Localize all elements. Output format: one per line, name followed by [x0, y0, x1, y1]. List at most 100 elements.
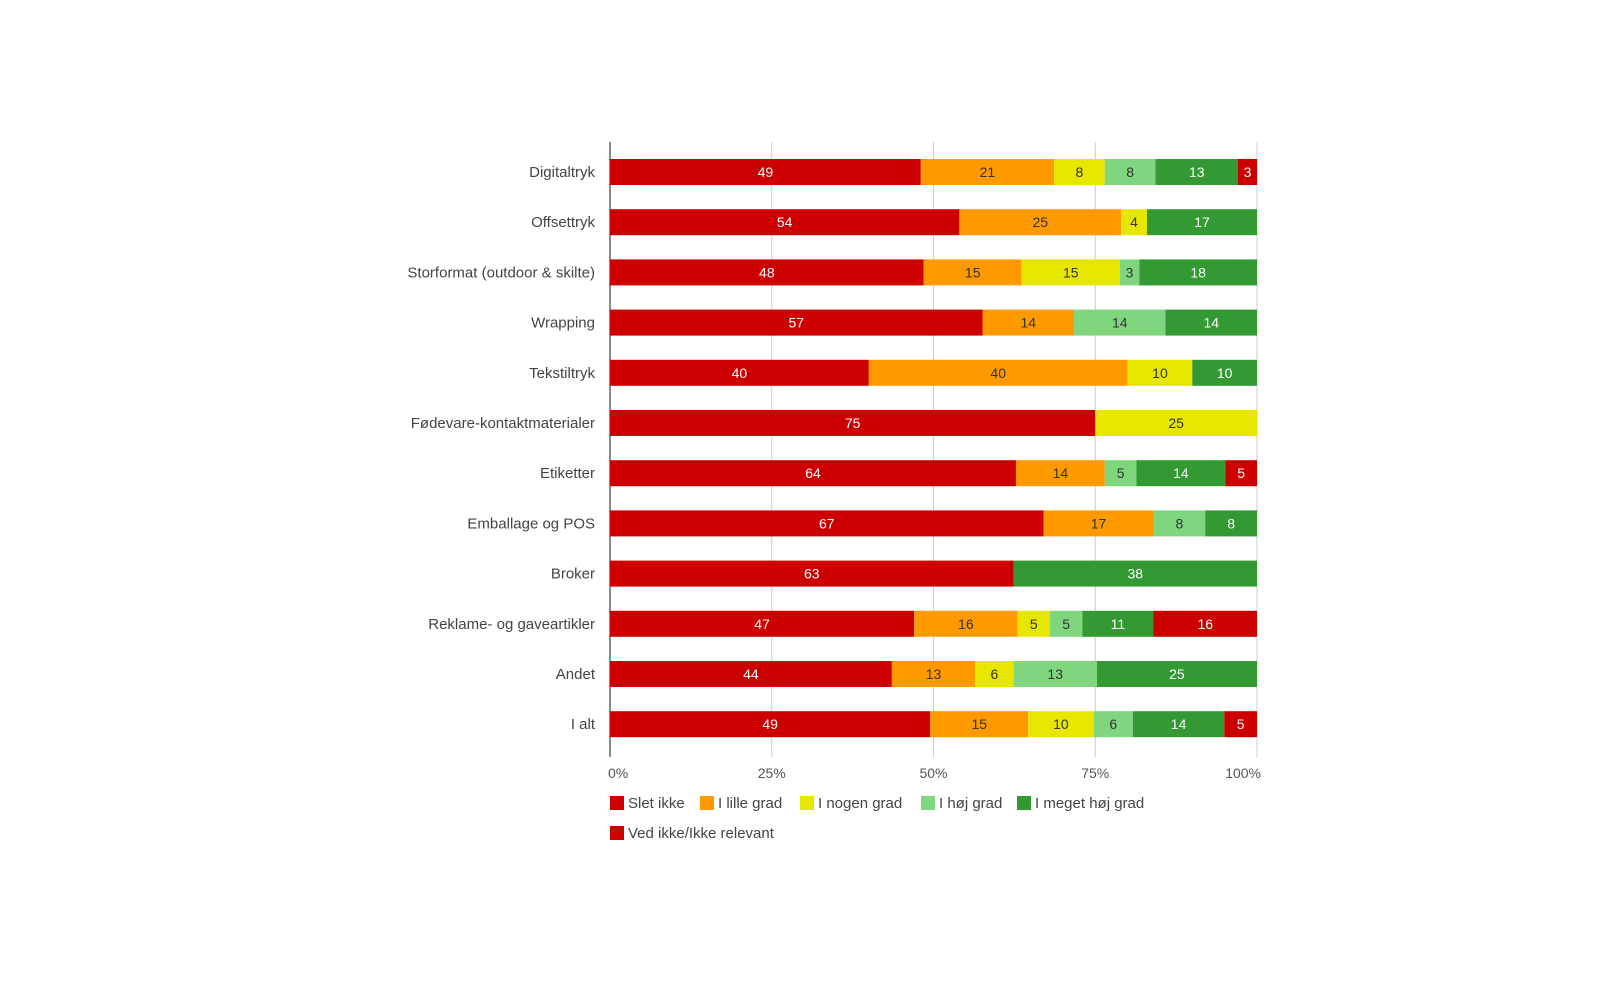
category-label: Etiketter [540, 465, 595, 482]
bar-segment-i-høj-grad [1013, 661, 1097, 687]
legend-label: I meget høj grad [1035, 795, 1144, 812]
data-label: 3 [1126, 264, 1134, 280]
bar-segment-ved-ikke-ikke-relevant [1237, 159, 1257, 185]
data-label: 40 [990, 365, 1006, 381]
data-label: 10 [1053, 716, 1069, 732]
bar-segment-slet-ikke [610, 209, 960, 236]
bar-segment-ved-ikke-ikke-relevant [1224, 711, 1257, 738]
data-label: 40 [732, 365, 748, 381]
data-label: 6 [1109, 716, 1117, 732]
data-label: 6 [990, 666, 998, 682]
bar-segment-i-lille-grad [930, 711, 1029, 738]
data-label: 13 [926, 666, 942, 682]
legend-swatch-i-nogen-grad [800, 796, 814, 810]
category-label: Wrapping [531, 315, 595, 332]
bar-segment-slet-ikke [610, 359, 869, 386]
category-labels: Digitaltryk Offsettryk Storformat (outdoor… [407, 164, 595, 733]
data-label: 3 [1244, 164, 1252, 180]
bar-segment-i-meget-høj-grad [1165, 309, 1257, 336]
bar-segment-i-nogen-grad [975, 661, 1014, 687]
bar-segment-i-høj-grad [1049, 610, 1083, 637]
data-label: 49 [762, 716, 778, 732]
bar-segment-slet-ikke [610, 560, 1014, 587]
data-label: 57 [788, 315, 804, 331]
data-label: 15 [971, 716, 987, 732]
data-label: 44 [743, 666, 759, 682]
bar-segment-i-meget-høj-grad [1192, 359, 1257, 386]
category-label: Tekstiltryk [529, 365, 595, 382]
data-label: 14 [1173, 465, 1189, 481]
bar-segment-i-meget-høj-grad [1132, 711, 1225, 738]
bar-segment-i-nogen-grad [1095, 410, 1257, 436]
bar-segment-i-nogen-grad [1017, 610, 1050, 637]
data-label: 5 [1237, 716, 1245, 732]
bar-segment-i-lille-grad [1043, 510, 1154, 537]
data-label: 16 [958, 616, 974, 632]
bar-segment-i-meget-høj-grad [1139, 259, 1257, 286]
x-axis-tick-labels: 0% 25% 50% 75% 100% [608, 765, 1261, 781]
data-label: 15 [1063, 264, 1079, 280]
x-tick-label: 50% [919, 765, 947, 781]
bar-segment-i-lille-grad [891, 661, 976, 687]
legend-label: Slet ikke [628, 795, 685, 812]
data-label: 25 [1169, 666, 1185, 682]
category-label: Storformat (outdoor & skilte) [407, 264, 595, 281]
bar-segment-i-høj-grad [1104, 460, 1137, 487]
bar-segment-slet-ikke [610, 610, 915, 637]
data-label: 5 [1237, 465, 1245, 481]
bar-segment-i-nogen-grad [1121, 209, 1148, 236]
data-label: 8 [1126, 164, 1134, 180]
data-label: 15 [965, 264, 981, 280]
data-label: 47 [754, 616, 770, 632]
legend-label: I lille grad [718, 795, 782, 812]
data-label: 4 [1130, 214, 1138, 230]
bar-segment-slet-ikke [610, 711, 931, 738]
bar-segment-i-lille-grad [959, 209, 1122, 236]
data-label: 11 [1111, 616, 1126, 632]
bar-segment-slet-ikke [610, 661, 892, 687]
bar-segment-i-høj-grad [1119, 259, 1140, 286]
data-label: 25 [1032, 214, 1048, 230]
x-tick-label: 100% [1225, 765, 1261, 781]
legend-label: Ved ikke/Ikke relevant [628, 825, 775, 842]
data-label: 8 [1075, 164, 1083, 180]
data-label: 8 [1227, 515, 1235, 531]
data-label: 16 [1197, 616, 1213, 632]
bar-segment-i-nogen-grad [1127, 359, 1193, 386]
category-label: Emballage og POS [467, 515, 595, 532]
data-label: 75 [845, 415, 861, 431]
bar-segment-slet-ikke [610, 259, 924, 286]
data-label: 48 [759, 264, 775, 280]
data-label: 25 [1168, 415, 1184, 431]
category-label: Broker [551, 566, 595, 583]
bar-segment-i-lille-grad [868, 359, 1128, 386]
data-label: 49 [758, 164, 774, 180]
legend: Slet ikke I lille grad I nogen grad I høj g… [610, 795, 1144, 842]
x-tick-label: 25% [758, 765, 786, 781]
bar-segment-i-høj-grad [1093, 711, 1133, 738]
bar-segment-i-lille-grad [982, 309, 1075, 336]
data-label: 63 [804, 566, 820, 582]
bar-segment-i-meget-høj-grad [1013, 560, 1257, 587]
bar-segment-i-nogen-grad [1054, 159, 1105, 185]
bar-segment-i-lille-grad [914, 610, 1018, 637]
bar-segment-slet-ikke [610, 309, 983, 336]
gridlines [609, 142, 1258, 757]
bar-segment-slet-ikke [610, 460, 1016, 487]
bar-segment-i-lille-grad [923, 259, 1022, 286]
legend-label: I høj grad [939, 795, 1002, 812]
bar-segment-i-nogen-grad [1021, 259, 1120, 286]
category-label: Digitaltryk [529, 164, 595, 181]
data-label: 18 [1190, 264, 1206, 280]
bar-segment-i-nogen-grad [1028, 711, 1094, 738]
bar-segment-ved-ikke-ikke-relevant [1153, 610, 1257, 637]
data-label: 10 [1152, 365, 1168, 381]
data-label: 5 [1062, 616, 1070, 632]
category-label: Fødevare-kontaktmaterialer [411, 415, 595, 432]
data-label: 21 [980, 164, 996, 180]
data-label: 17 [1194, 214, 1210, 230]
data-label: 10 [1217, 365, 1233, 381]
legend-swatch-i-meget-høj-grad [1017, 796, 1031, 810]
bar-segment-i-meget-høj-grad [1205, 510, 1257, 537]
bar-segment-i-lille-grad [920, 159, 1055, 185]
